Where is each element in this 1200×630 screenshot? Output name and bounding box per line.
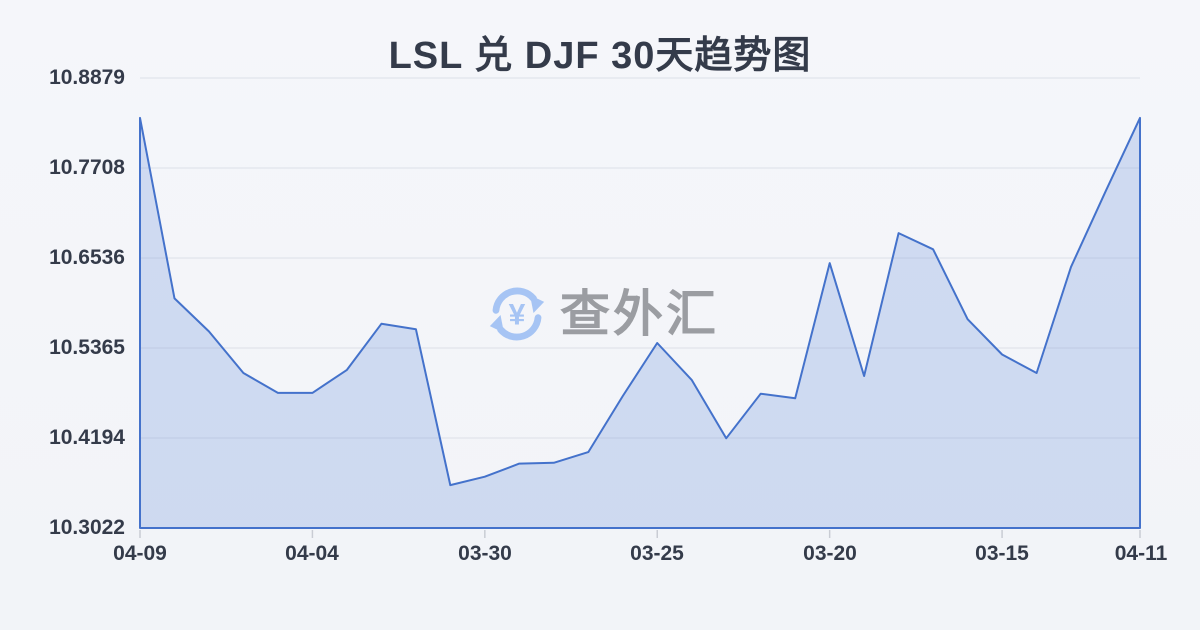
x-axis-tick-label: 03-15	[975, 542, 1029, 565]
x-axis-tick-label: 03-30	[458, 542, 512, 565]
y-axis-tick-label: 10.8879	[49, 66, 125, 89]
y-axis-tick-label: 10.4194	[49, 426, 125, 449]
x-axis-tick-label: 03-20	[803, 542, 857, 565]
x-ticks	[139, 530, 1141, 538]
y-axis-tick-label: 10.5365	[49, 336, 125, 359]
gridlines	[140, 77, 1140, 439]
x-axis-tick-label: 03-25	[630, 542, 684, 565]
y-axis-tick-label: 10.3022	[49, 516, 125, 539]
area-path	[139, 116, 1141, 529]
chart-title: LSL 兑 DJF 30天趋势图	[388, 35, 812, 77]
x-axis-tick-label: 04-11	[1114, 542, 1168, 565]
y-axis-tick-label: 10.7708	[49, 156, 125, 179]
y-axis-tick-label: 10.6536	[49, 246, 125, 269]
x-axis-tick-label: 04-09	[113, 542, 167, 565]
x-axis-tick-label: 04-04	[285, 542, 339, 565]
